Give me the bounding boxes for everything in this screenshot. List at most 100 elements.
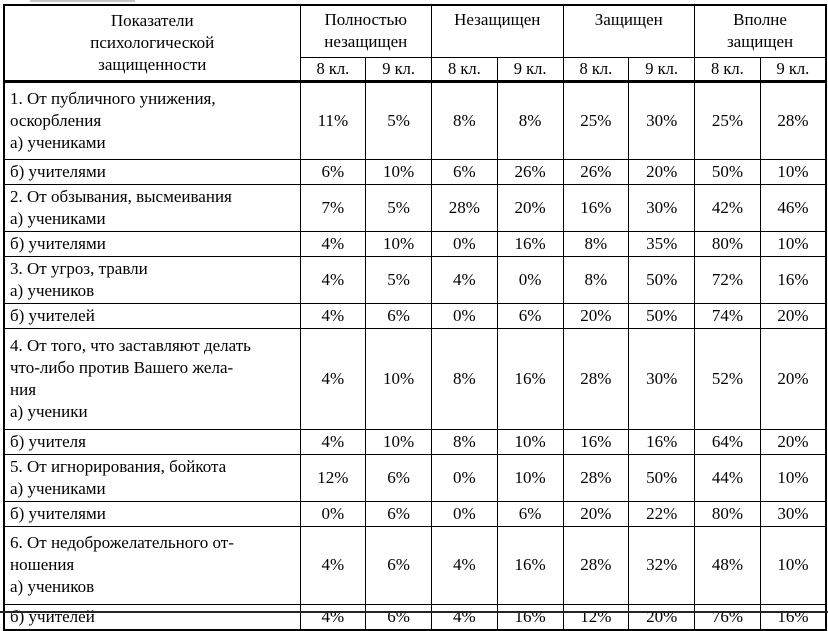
group-header-unprotected: Незащищен (431, 4, 564, 58)
value-cell: 30% (628, 327, 696, 430)
table-row: б) учителями 6% 10% 6% 26% 26% 20% 50% 1… (3, 158, 827, 185)
row-label: б) учителя (3, 428, 301, 455)
value-cell: 20% (562, 302, 630, 329)
value-cell: 4% (299, 428, 367, 455)
value-cell: 76% (694, 603, 761, 630)
header-group-row: Показатели психологической защищенности … (3, 4, 827, 83)
value-cell: 0% (496, 255, 564, 304)
value-cell: 28% (562, 327, 630, 430)
grade-header-cell: 8 кл. (431, 56, 498, 83)
value-cell: 4% (431, 255, 498, 304)
value-cell: 5% (365, 183, 433, 232)
grade-header-cell: 8 кл. (694, 56, 761, 83)
table-row: 1. От публичного унижения, оскорбления а… (3, 80, 827, 160)
value-cell: 4% (299, 603, 367, 630)
value-cell: 25% (562, 80, 630, 160)
value-cell: 6% (365, 453, 433, 502)
row-label: 4. От того, что заставляют делать что-ли… (3, 327, 301, 430)
value-cell: 20% (628, 158, 696, 185)
row-label: б) учителями (3, 500, 301, 527)
value-cell: 16% (496, 525, 564, 605)
table-row: б) учителями 0% 6% 0% 6% 20% 22% 80% 30% (3, 500, 827, 527)
value-cell: 20% (759, 327, 827, 430)
value-cell: 22% (628, 500, 696, 527)
value-cell: 35% (628, 230, 696, 257)
value-cell: 28% (562, 525, 630, 605)
header-grade-row: 8 кл. 9 кл. 8 кл. 9 кл. 8 кл. 9 кл. 8 кл… (4, 56, 827, 83)
value-cell: 4% (431, 603, 498, 630)
value-cell: 4% (299, 302, 367, 329)
value-cell: 8% (431, 327, 498, 430)
indicator-header-cell: Показатели психологической защищенности (3, 4, 301, 83)
table-row: б) учителя 4% 10% 8% 10% 16% 16% 64% 20% (3, 428, 827, 455)
value-cell: 10% (759, 525, 827, 605)
value-cell: 6% (365, 500, 433, 527)
value-cell: 50% (628, 453, 696, 502)
value-cell: 10% (365, 428, 433, 455)
value-cell: 20% (759, 302, 827, 329)
value-cell: 28% (562, 453, 630, 502)
row-label: б) учителей (3, 302, 301, 329)
row-label: б) учителей (3, 603, 301, 630)
grade-header-cell: 9 кл. (496, 56, 564, 83)
value-cell: 10% (759, 230, 827, 257)
value-cell: 5% (365, 80, 433, 160)
value-cell: 30% (628, 183, 696, 232)
value-cell: 50% (694, 158, 761, 185)
value-cell: 4% (299, 255, 367, 304)
value-cell: 16% (562, 183, 630, 232)
value-cell: 16% (759, 603, 827, 630)
row-label: б) учителями (3, 230, 301, 257)
value-cell: 42% (694, 183, 761, 232)
value-cell: 48% (694, 525, 761, 605)
row-label: 6. От недоброжелательного от- ношения а)… (3, 525, 301, 605)
group-header-protected: Защищен (562, 4, 696, 58)
value-cell: 28% (759, 80, 827, 160)
value-cell: 6% (299, 158, 367, 185)
grade-header-cell: 9 кл. (365, 56, 433, 83)
value-cell: 16% (759, 255, 827, 304)
value-cell: 16% (562, 428, 630, 455)
value-cell: 74% (694, 302, 761, 329)
value-cell: 30% (759, 500, 827, 527)
table-row: 6. От недоброжелательного от- ношения а)… (3, 525, 827, 605)
value-cell: 44% (694, 453, 761, 502)
value-cell: 8% (431, 80, 498, 160)
value-cell: 8% (496, 80, 564, 160)
value-cell: 8% (431, 428, 498, 455)
value-cell: 0% (431, 230, 498, 257)
value-cell: 4% (299, 230, 367, 257)
value-cell: 20% (759, 428, 827, 455)
value-cell: 6% (431, 158, 498, 185)
value-cell: 10% (496, 428, 564, 455)
row-label: б) учителями (3, 158, 301, 185)
psychological-security-table: Показатели психологической защищенности … (3, 4, 828, 631)
value-cell: 6% (496, 302, 564, 329)
grade-header-cell: 9 кл. (628, 56, 696, 83)
cropped-text-artifact (30, 0, 135, 2)
bottom-horizontal-rule (0, 611, 828, 613)
table-row: б) учителями 4% 10% 0% 16% 8% 35% 80% 10… (3, 230, 827, 257)
value-cell: 72% (694, 255, 761, 304)
row-label: 1. От публичного унижения, оскорбления а… (3, 80, 301, 160)
value-cell: 12% (299, 453, 367, 502)
value-cell: 4% (299, 525, 367, 605)
value-cell: 6% (365, 525, 433, 605)
value-cell: 46% (759, 183, 827, 232)
table-row: 4. От того, что заставляют делать что-ли… (3, 327, 827, 430)
table-row: 5. От игнорирования, бойкота а) ученикам… (3, 453, 827, 502)
value-cell: 12% (562, 603, 630, 630)
value-cell: 25% (694, 80, 761, 160)
value-cell: 6% (365, 603, 433, 630)
value-cell: 16% (496, 327, 564, 430)
value-cell: 0% (431, 500, 498, 527)
value-cell: 7% (299, 183, 367, 232)
row-label: 5. От игнорирования, бойкота а) ученикам… (3, 453, 301, 502)
value-cell: 80% (694, 500, 761, 527)
table-row: 2. От обзывания, высмеивания а) ученикам… (3, 183, 827, 232)
value-cell: 16% (496, 603, 564, 630)
value-cell: 4% (299, 327, 367, 430)
value-cell: 8% (562, 230, 630, 257)
value-cell: 10% (365, 158, 433, 185)
